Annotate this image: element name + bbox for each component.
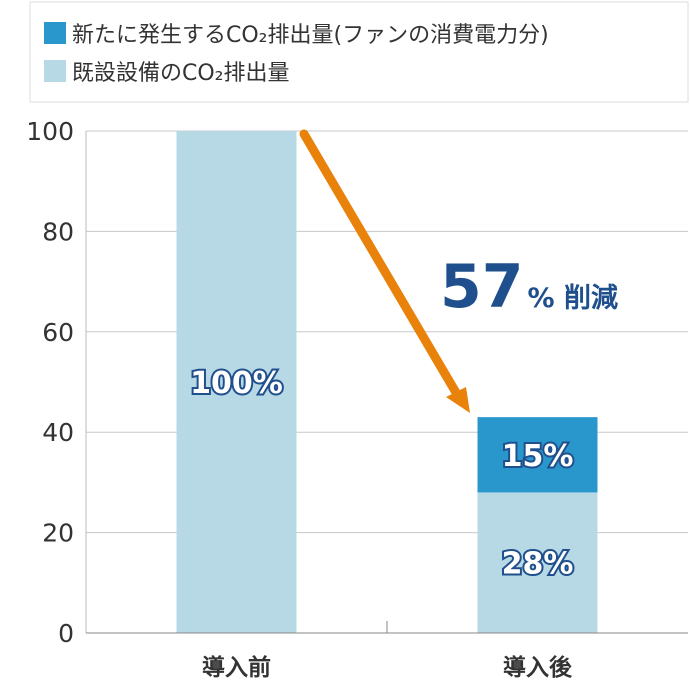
y-tick-label: 100	[26, 117, 74, 146]
reduction-suffix: % 削減	[528, 283, 618, 314]
legend-label: 既設設備のCO₂排出量	[72, 61, 290, 86]
bar-segment	[477, 417, 598, 493]
reduction-arrow	[299, 129, 463, 401]
gridlines	[86, 130, 688, 634]
x-tick-label: 導入前	[202, 654, 271, 681]
y-tick-label: 60	[42, 318, 74, 347]
x-axis: 導入前 導入後	[86, 621, 688, 681]
y-tick-label: 40	[42, 418, 74, 447]
y-tick-label: 80	[42, 217, 74, 246]
legend-swatch	[44, 60, 66, 82]
y-axis: 0 20 40 60 80 100	[26, 117, 87, 648]
reduction-text: 57% 削減	[440, 252, 618, 322]
annotation: 57% 削減	[299, 129, 618, 413]
bars: 100% 28% 15%	[176, 131, 598, 633]
legend-swatch	[44, 22, 66, 44]
data-label: 15%	[502, 439, 574, 474]
bar-segment	[176, 131, 297, 633]
legend-box	[29, 1, 689, 103]
legend: 新たに発生するCO₂排出量(ファンの消費電力分) 既設設備のCO₂排出量	[29, 1, 689, 103]
data-label: 28%	[502, 547, 574, 582]
arrow-head	[446, 387, 470, 413]
y-tick-label: 0	[58, 619, 74, 648]
data-label: 100%	[190, 366, 283, 401]
reduction-number: 57	[440, 252, 524, 322]
bar-segment	[477, 492, 598, 633]
legend-label: 新たに発生するCO₂排出量(ファンの消費電力分)	[72, 23, 549, 48]
y-tick-label: 20	[42, 519, 74, 548]
x-tick-label: 導入後	[503, 654, 573, 681]
